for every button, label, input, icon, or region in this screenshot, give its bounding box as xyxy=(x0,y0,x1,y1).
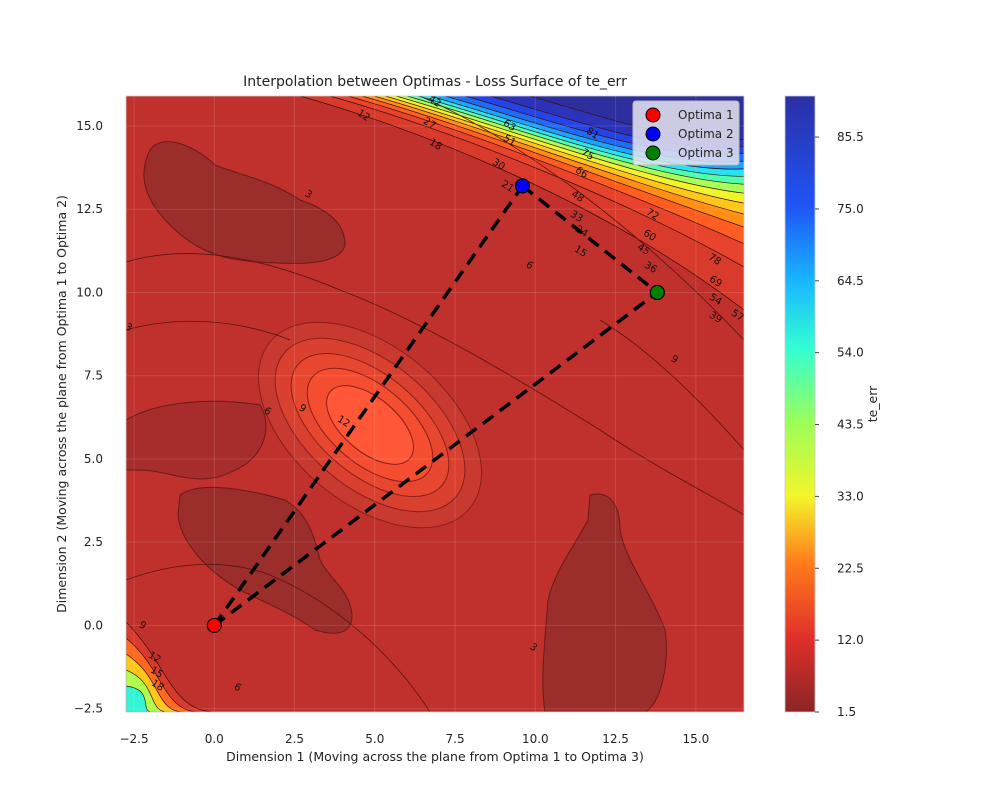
optima-point xyxy=(514,178,531,194)
x-tick-label: 10.0 xyxy=(522,732,549,746)
contour-label: 3 xyxy=(303,189,314,202)
colorbar-tick-label: 12.0 xyxy=(837,633,864,647)
contour-label: 9 xyxy=(297,403,308,416)
y-tick-label: −2.5 xyxy=(74,702,103,716)
colorbar-tick-label: 54.0 xyxy=(837,346,864,360)
interpolation-path xyxy=(213,291,659,627)
y-axis-label: Dimension 2 (Moving across the plane fro… xyxy=(54,195,69,613)
basin-region xyxy=(177,486,353,634)
contour-line xyxy=(126,563,431,712)
colorbar-scale xyxy=(784,95,816,713)
x-tick-label: 5.0 xyxy=(365,732,384,746)
colorbar-tick-label: 85.5 xyxy=(837,130,864,144)
colorbar-tick-label: 43.5 xyxy=(837,418,864,432)
contour-line xyxy=(419,96,744,341)
y-tick-label: 7.5 xyxy=(84,369,103,383)
legend-marker xyxy=(645,145,661,161)
contour-label: 3 xyxy=(528,642,539,655)
basin-region xyxy=(126,400,267,480)
colorbar-tick-label: 75.0 xyxy=(837,202,864,216)
colorbar-tick-label: 1.5 xyxy=(837,705,856,719)
legend-label: Optima 2 xyxy=(678,127,734,141)
contour-line xyxy=(126,253,744,516)
contour-label: 6 xyxy=(232,682,243,695)
basin-region xyxy=(143,141,346,264)
legend-label: Optima 3 xyxy=(678,146,734,160)
legend-marker xyxy=(645,126,661,142)
optima-point xyxy=(649,284,665,301)
colorbar-label: te_err xyxy=(865,385,880,422)
y-tick-label: 12.5 xyxy=(76,202,103,216)
x-tick-label: −2.5 xyxy=(119,732,148,746)
x-tick-label: 15.0 xyxy=(682,732,709,746)
x-tick-label: 0.0 xyxy=(205,732,224,746)
contour-label: 6 xyxy=(262,406,273,419)
contour-label: 6 xyxy=(524,260,535,273)
x-tick-label: 12.5 xyxy=(602,732,629,746)
interpolation-path xyxy=(521,184,659,294)
contour-line xyxy=(599,319,744,451)
contour-label: 9 xyxy=(669,354,680,367)
legend-marker xyxy=(645,107,661,123)
colorbar-tick-label: 33.0 xyxy=(837,489,864,503)
plot-frame xyxy=(125,95,745,713)
contour-ring xyxy=(326,385,414,465)
contour-line xyxy=(126,320,291,341)
colorbar-tick-label: 22.5 xyxy=(837,561,864,575)
contour-label: 9 xyxy=(137,620,148,633)
x-tick-label: 7.5 xyxy=(446,732,465,746)
y-tick-label: 2.5 xyxy=(84,535,103,549)
y-tick-label: 0.0 xyxy=(84,618,103,632)
basin-region xyxy=(542,493,667,712)
x-axis-label: Dimension 1 (Moving across the plane fro… xyxy=(226,749,644,764)
y-tick-label: 5.0 xyxy=(84,452,103,466)
chart-title: Interpolation between Optimas - Loss Sur… xyxy=(243,74,627,90)
y-tick-label: 15.0 xyxy=(76,119,103,133)
optima-point xyxy=(206,617,222,634)
legend-label: Optima 1 xyxy=(678,108,734,122)
y-tick-label: 10.0 xyxy=(76,285,103,299)
interpolation-path xyxy=(212,184,524,627)
colorbar-tick-label: 64.5 xyxy=(837,274,864,288)
x-tick-label: 2.5 xyxy=(285,732,304,746)
contour-label: 3 xyxy=(123,322,134,335)
